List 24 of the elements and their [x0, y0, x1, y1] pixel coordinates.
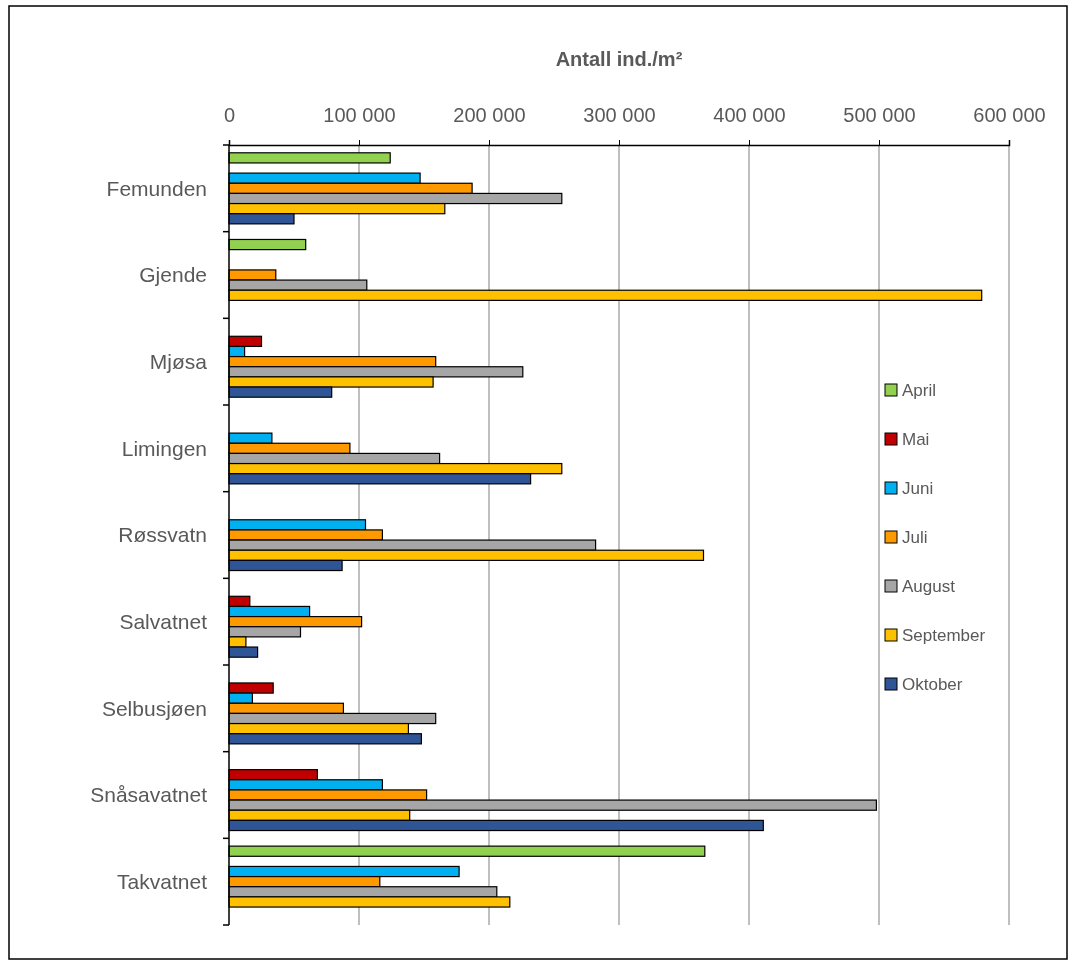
x-tick-label: 400 000 — [713, 104, 786, 126]
x-tick-label: 0 — [223, 104, 236, 126]
x-tick-label: 300 000 — [583, 104, 656, 126]
y-tick-label: Takvatnet — [117, 870, 208, 894]
y-tick-label: Mjøsa — [149, 350, 208, 374]
x-tick-label: 500 000 — [843, 104, 916, 126]
legend-label: Mai — [902, 429, 930, 449]
legend-label: April — [902, 380, 937, 400]
legend-label: Juli — [902, 527, 928, 547]
y-tick-label: Røssvatn — [118, 523, 207, 547]
legend-label: August — [902, 576, 956, 596]
y-tick-label: Femunden — [106, 176, 207, 200]
y-tick-label: Snåsavatnet — [90, 783, 208, 807]
y-tick-label: Gjende — [139, 263, 207, 287]
y-tick-label: Limingen — [121, 436, 207, 460]
legend-label: Juni — [902, 478, 934, 498]
x-tick-label: 200 000 — [453, 104, 526, 126]
y-tick-label: Selbusjøen — [101, 696, 207, 720]
x-tick-label: 600 000 — [973, 104, 1046, 126]
legend-label: September — [902, 625, 986, 645]
chart-title: Antall ind./m² — [555, 48, 683, 70]
y-tick-label: Salvatnet — [119, 610, 208, 634]
legend-label: Oktober — [902, 674, 963, 694]
x-tick-label: 100 000 — [323, 104, 396, 126]
